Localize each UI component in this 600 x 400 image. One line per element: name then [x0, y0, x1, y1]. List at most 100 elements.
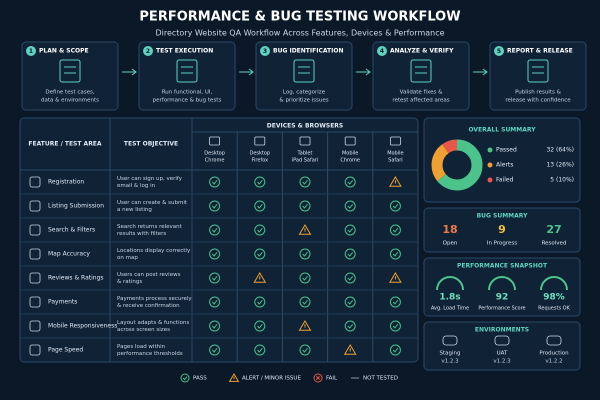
status-pass: [209, 248, 221, 260]
status-pass: [302, 203, 308, 209]
objective: Pages load within: [117, 344, 166, 350]
step-badge: [494, 46, 504, 56]
objective: on map: [117, 255, 138, 261]
device-name: Desktop: [249, 151, 270, 157]
legend-label: ALERT / MINOR ISSUE: [242, 376, 301, 382]
status-pass: [389, 248, 401, 260]
step-description: Log, categorize: [283, 90, 326, 96]
status-pass: [389, 200, 401, 212]
device-name: Chrome: [205, 158, 225, 164]
status-pass: [344, 200, 356, 212]
status-alert: [298, 224, 312, 235]
status-pass: [254, 224, 266, 236]
legend-label: FAIL: [326, 376, 338, 382]
perf-label: Requests OK: [538, 306, 570, 312]
objective: Search returns relevant: [117, 224, 183, 230]
step-badge: [26, 46, 36, 56]
step-icon: [176, 59, 198, 83]
device-name: Tablet: [297, 151, 313, 157]
status-alert: [343, 344, 357, 355]
status-pass: [299, 248, 311, 260]
status-pass: [347, 275, 354, 281]
status-pass: [254, 176, 266, 188]
feature-name: Page Speed: [48, 347, 83, 354]
status-pass: [344, 272, 356, 284]
step-description: retest affected areas: [392, 98, 449, 104]
feature-name: Search & Filters: [48, 227, 95, 234]
matrix-panel: [19, 117, 419, 363]
column-header: TEST OBJECTIVE: [124, 141, 178, 148]
legend-dot: [487, 177, 493, 183]
status-pass: [344, 320, 356, 332]
env-icon: [546, 335, 562, 346]
feature-icon: [29, 248, 41, 260]
status-pass: [257, 251, 263, 257]
status-pass: [392, 323, 399, 329]
status-pass: [182, 376, 188, 381]
status-alert: [253, 272, 267, 283]
step-number: 2: [146, 48, 150, 55]
feature-icon: [29, 176, 41, 188]
env-name: Staging: [439, 351, 460, 357]
gauge: [488, 276, 516, 291]
feature-icon: [29, 344, 41, 356]
feature-icon: [29, 272, 41, 284]
status-pass: [392, 203, 399, 209]
status-pass: [209, 176, 221, 188]
gauge: [540, 276, 568, 291]
feature-name: Registration: [48, 179, 84, 186]
device-name: Chrome: [340, 158, 360, 164]
status-alert: [228, 373, 240, 382]
feature-name: Map Accuracy: [48, 251, 90, 258]
status-pass: [211, 203, 218, 209]
legend-label: PASS: [193, 376, 207, 382]
status-pass: [211, 275, 218, 281]
feature-icon: [29, 200, 41, 212]
step-box: [138, 41, 236, 111]
status-pass: [257, 347, 263, 353]
objective: email & log in: [117, 183, 156, 189]
device-name: iPad Safari: [292, 158, 319, 164]
bug-label: Open: [443, 241, 458, 247]
status-fail: [316, 376, 320, 380]
column-header: DEVICES & BROWSERS: [267, 123, 343, 130]
perf-value: 98%: [543, 293, 565, 303]
env-version: v1.2.3: [441, 359, 459, 365]
legend-dot: [487, 162, 493, 168]
device-name: Firefox: [252, 158, 269, 164]
step-badge: [377, 46, 387, 56]
step-description: Run functional, UI,: [162, 90, 213, 96]
feature-icon: [29, 224, 41, 236]
summary-value: 32 (64%): [546, 147, 574, 154]
objective: User can create & submit: [117, 200, 188, 206]
status-pass: [347, 203, 354, 209]
objective: performance thresholds: [117, 351, 183, 357]
status-pass: [254, 344, 266, 356]
step-number: 3: [263, 48, 267, 55]
step-badge: [143, 46, 153, 56]
status-alert: [389, 176, 402, 187]
status-pass: [209, 344, 221, 356]
status-pass: [254, 248, 266, 260]
step-title: ANALYZE & VERIFY: [390, 48, 454, 55]
status-fail: [313, 373, 323, 383]
status-pass: [344, 248, 356, 260]
legend-label: NOT TESTED: [363, 376, 398, 382]
status-pass: [302, 275, 308, 281]
device-name: Mobile: [387, 151, 403, 157]
feature-icon: [29, 320, 41, 332]
status-pass: [302, 179, 308, 185]
status-pass: [389, 224, 401, 236]
objective: Locations display correctly: [117, 248, 191, 254]
status-pass: [209, 200, 221, 212]
status-pass: [347, 227, 354, 233]
status-pass: [209, 296, 221, 308]
perf-label: Avg. Load Time: [431, 306, 469, 312]
status-pass: [211, 251, 218, 257]
step-icon: [59, 59, 81, 83]
status-pass: [257, 179, 263, 185]
status-alert: [389, 272, 402, 283]
feature-name: Listing Submission: [48, 203, 104, 210]
title: PERFORMANCE & BUG TESTING WORKFLOW: [139, 10, 460, 25]
